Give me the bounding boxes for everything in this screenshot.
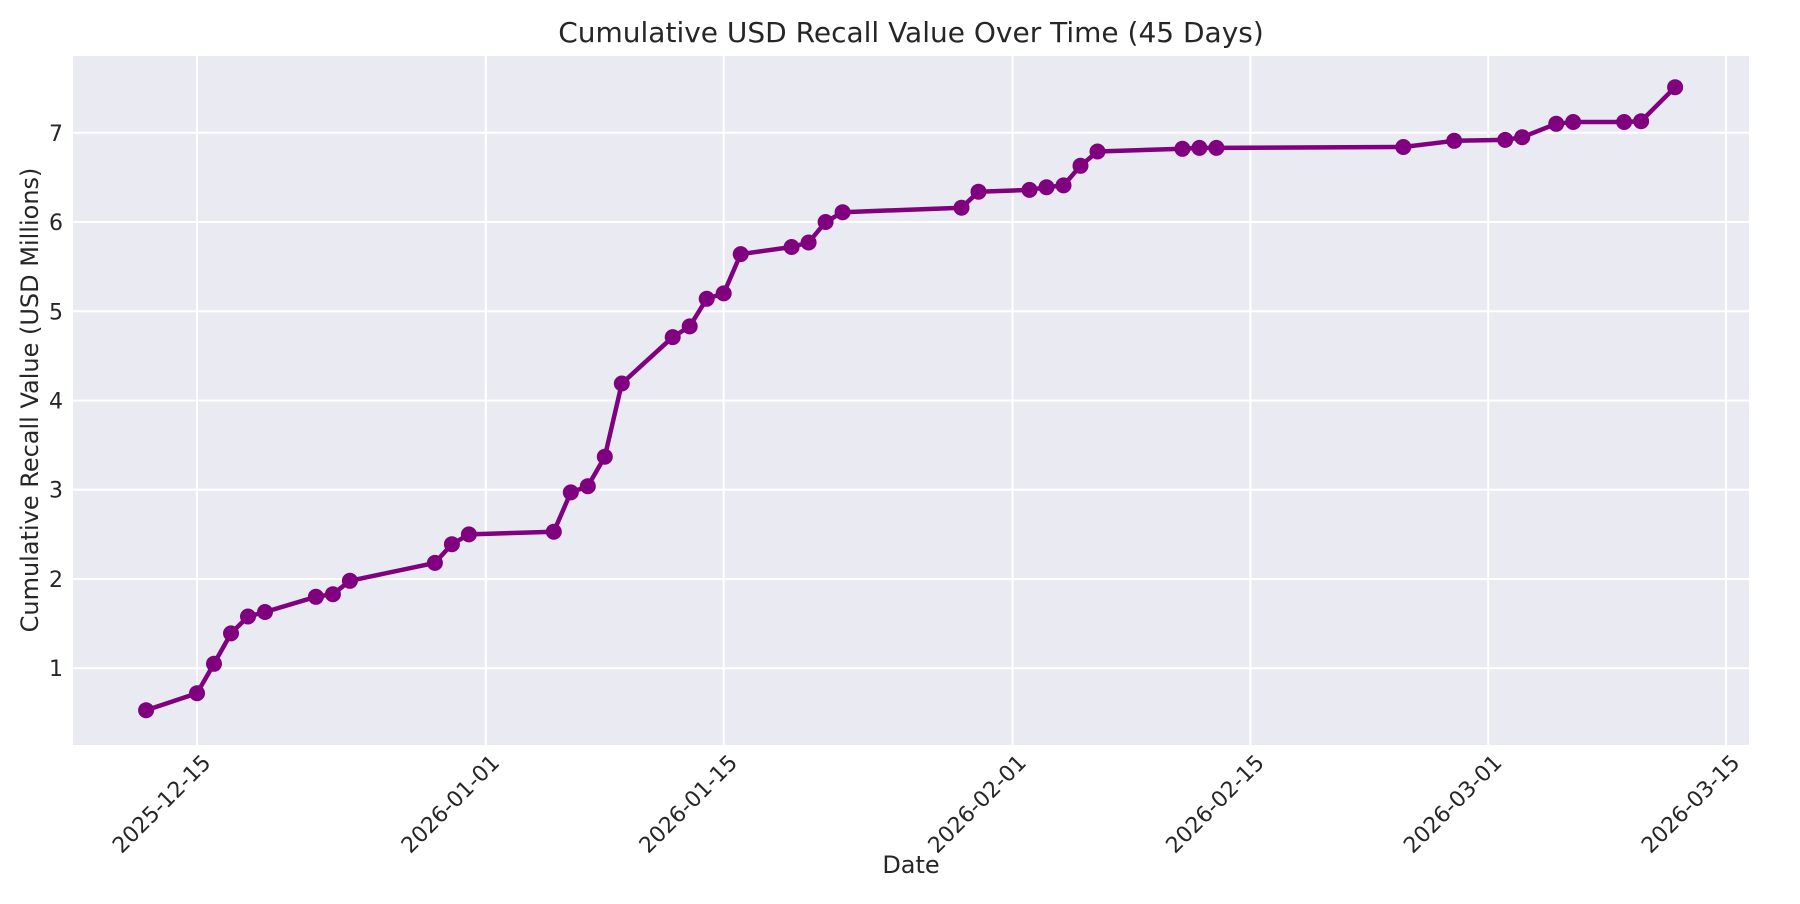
data-point — [698, 290, 715, 307]
chart-title: Cumulative USD Recall Value Over Time (4… — [558, 16, 1264, 49]
data-point — [1667, 79, 1684, 96]
data-point — [732, 246, 749, 263]
y-tick-label: 5 — [49, 300, 63, 325]
data-point — [1089, 143, 1106, 160]
data-point — [460, 526, 477, 543]
data-point — [1497, 131, 1514, 148]
data-point — [138, 702, 155, 719]
data-point — [579, 478, 596, 495]
data-point — [324, 586, 341, 603]
y-tick-label: 4 — [49, 390, 63, 415]
data-point — [1514, 129, 1531, 146]
data-point — [307, 588, 324, 605]
data-point — [1038, 179, 1055, 196]
data-point — [426, 554, 443, 571]
data-point — [206, 655, 222, 672]
data-point — [545, 523, 562, 540]
data-series — [138, 79, 1684, 719]
data-point — [257, 604, 273, 620]
data-point — [953, 199, 970, 216]
x-tick-label: 2026-02-01 — [924, 751, 1032, 859]
data-point — [1633, 113, 1650, 130]
data-point — [817, 214, 834, 230]
x-tick-label: 2026-01-01 — [397, 751, 505, 859]
x-tick-label: 2026-01-15 — [635, 751, 743, 859]
data-point — [1446, 132, 1463, 149]
data-point — [613, 375, 630, 392]
data-point — [1208, 139, 1225, 156]
data-point — [1072, 157, 1089, 174]
y-axis-label: Cumulative Recall Value (USD Millions) — [16, 168, 44, 633]
data-point — [596, 448, 613, 465]
x-tick-label: 2026-03-01 — [1399, 751, 1507, 859]
data-point — [562, 484, 579, 501]
data-point — [1191, 139, 1208, 156]
y-axis-tick-labels: 1 2 3 4 5 6 7 — [49, 122, 63, 682]
x-axis-label: Date — [882, 851, 939, 879]
data-point — [681, 318, 698, 335]
data-point — [1548, 115, 1565, 132]
x-axis-tick-labels: 2025-12-15 2026-01-01 2026-01-15 2026-02-01… — [108, 751, 1745, 859]
data-point — [1395, 139, 1412, 155]
y-tick-label: 7 — [49, 122, 63, 147]
data-point — [443, 536, 460, 553]
data-point — [1174, 140, 1191, 157]
y-tick-label: 3 — [49, 479, 63, 504]
x-tick-label: 2026-02-15 — [1162, 751, 1270, 859]
data-point — [1565, 114, 1582, 130]
y-tick-label: 2 — [49, 568, 63, 593]
x-tick-label: 2025-12-15 — [108, 751, 216, 859]
data-point — [664, 329, 681, 346]
data-point — [341, 572, 358, 589]
data-point — [800, 234, 817, 251]
data-point — [189, 685, 205, 702]
data-point — [970, 183, 987, 200]
data-point — [1616, 114, 1633, 130]
data-point — [240, 608, 256, 625]
data-point — [1055, 177, 1072, 194]
data-point — [783, 239, 800, 255]
y-tick-label: 6 — [49, 211, 63, 236]
data-point — [715, 285, 732, 302]
data-point — [834, 204, 851, 221]
data-point — [223, 625, 239, 642]
data-point — [1021, 181, 1038, 198]
y-tick-label: 1 — [49, 657, 63, 682]
x-tick-label: 2026-03-15 — [1637, 751, 1745, 859]
